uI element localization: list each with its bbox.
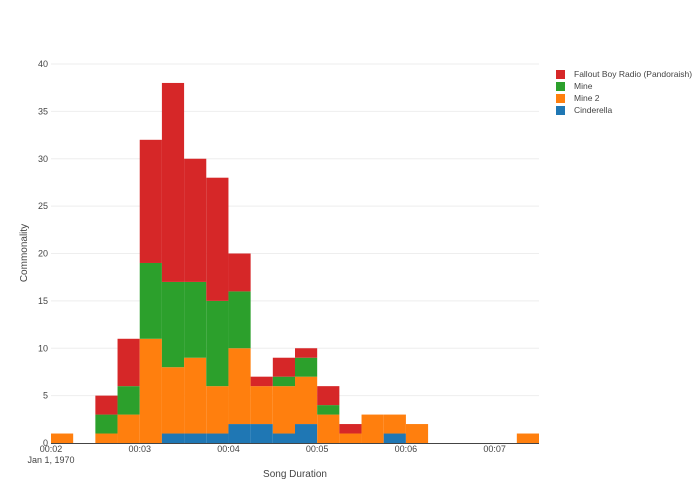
histogram-bar[interactable] <box>161 82 185 282</box>
legend-swatch-icon <box>556 93 565 103</box>
histogram-bar[interactable] <box>139 338 162 443</box>
histogram-bar[interactable] <box>272 376 295 387</box>
histogram-bar[interactable] <box>339 424 362 434</box>
histogram-bar[interactable] <box>184 281 207 358</box>
histogram-bar[interactable] <box>184 158 207 282</box>
histogram-bar[interactable] <box>405 424 429 443</box>
histogram-bar[interactable] <box>51 433 74 443</box>
legend-item-mine[interactable]: Mine <box>556 80 692 92</box>
x-tick-label: 00:07 <box>483 444 506 454</box>
histogram-bar[interactable] <box>95 395 118 415</box>
histogram-bar[interactable] <box>250 424 273 443</box>
legend-swatch-icon <box>556 69 565 79</box>
legend-item-cinderella[interactable]: Cinderella <box>556 104 692 116</box>
histogram-bar[interactable] <box>383 433 406 443</box>
histogram-bar[interactable] <box>295 376 318 425</box>
histogram-bar[interactable] <box>139 139 162 263</box>
legend-swatch-icon <box>556 81 565 91</box>
histogram-bar[interactable] <box>295 348 318 358</box>
y-tick-label: 35 <box>38 106 48 116</box>
histogram-bar[interactable] <box>206 433 229 443</box>
x-tick-label: 00:03 <box>128 444 151 454</box>
histogram-bar[interactable] <box>206 300 229 387</box>
histogram-bar[interactable] <box>228 424 251 443</box>
histogram-bar[interactable] <box>161 433 185 443</box>
y-tick-label: 30 <box>38 154 48 164</box>
histogram-bar[interactable] <box>95 414 118 434</box>
histogram-bar[interactable] <box>295 357 318 377</box>
legend-item-mine-2[interactable]: Mine 2 <box>556 92 692 104</box>
y-axis-ticks: 0 5 10 15 20 25 30 35 40 <box>38 59 48 448</box>
x-tick-label: 00:02 <box>40 444 63 454</box>
histogram-bar[interactable] <box>228 291 251 349</box>
histogram-bar[interactable] <box>184 357 207 434</box>
histogram-bar[interactable] <box>161 367 185 434</box>
y-tick-label: 10 <box>38 343 48 353</box>
histogram-bar[interactable] <box>516 433 539 443</box>
histogram-bar[interactable] <box>139 262 162 339</box>
histogram-bar[interactable] <box>317 405 340 415</box>
x-tick-label: 00:05 <box>306 444 329 454</box>
y-tick-label: 0 <box>43 438 48 448</box>
legend-label: Cinderella <box>574 105 613 115</box>
histogram-bar[interactable] <box>250 376 273 387</box>
y-axis-title: Commonality <box>19 224 30 282</box>
histogram-bar[interactable] <box>317 414 340 443</box>
y-tick-label: 40 <box>38 59 48 69</box>
histogram-bar[interactable] <box>228 348 251 425</box>
histogram-bar[interactable] <box>228 253 251 292</box>
histogram-bar[interactable] <box>161 281 185 368</box>
histogram-bar[interactable] <box>117 386 140 415</box>
x-axis-sublabel: Jan 1, 1970 <box>27 455 74 465</box>
y-tick-label: 5 <box>43 391 48 401</box>
legend-swatch-icon <box>556 105 565 115</box>
y-tick-label: 15 <box>38 296 48 306</box>
histogram-bar[interactable] <box>295 424 318 443</box>
histogram-bar[interactable] <box>117 414 140 443</box>
histogram-bar[interactable] <box>272 433 295 443</box>
x-axis-ticks: 00:02 00:03 00:04 00:05 00:06 00:07 <box>40 444 506 454</box>
histogram-bar[interactable] <box>339 433 362 443</box>
legend-label: Fallout Boy Radio (Pandoraish) <box>574 69 693 79</box>
x-tick-label: 00:06 <box>395 444 418 454</box>
histogram-bar[interactable] <box>317 386 340 406</box>
histogram-bar[interactable] <box>95 433 118 443</box>
y-tick-label: 20 <box>38 249 48 259</box>
histogram-bar[interactable] <box>206 386 229 434</box>
legend: Fallout Boy Radio (Pandoraish) Mine Mine… <box>556 68 692 116</box>
histogram-bar[interactable] <box>250 386 273 425</box>
histogram-bar[interactable] <box>206 177 229 301</box>
legend-label: Mine 2 <box>574 93 600 103</box>
histogram-bar[interactable] <box>184 433 207 443</box>
x-tick-label: 00:04 <box>217 444 240 454</box>
histogram-bar[interactable] <box>361 414 384 443</box>
histogram-bar[interactable] <box>117 338 140 387</box>
legend-label: Mine <box>574 81 593 91</box>
histogram-bar[interactable] <box>272 357 295 377</box>
histogram-bar[interactable] <box>272 386 295 434</box>
legend-item-fallout-boy-radio[interactable]: Fallout Boy Radio (Pandoraish) <box>556 68 692 80</box>
plot-area[interactable] <box>51 82 539 443</box>
y-tick-label: 25 <box>38 201 48 211</box>
x-axis-title: Song Duration <box>263 469 327 480</box>
histogram-bar[interactable] <box>383 414 406 434</box>
